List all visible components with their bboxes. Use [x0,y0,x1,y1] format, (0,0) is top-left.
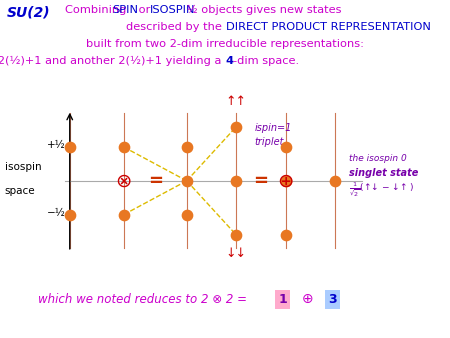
Point [282,178,289,184]
Text: singlet state: singlet state [349,168,418,178]
Text: which we noted reduces to 2 ⊗ 2 =: which we noted reduces to 2 ⊗ 2 = [38,293,251,306]
Text: triplet: triplet [254,137,284,147]
Text: ↑↑: ↑↑ [226,95,247,108]
Text: ↓↓: ↓↓ [226,247,247,260]
Text: $\frac{1}{\sqrt{2}}$(↑↓ − ↓↑ ): $\frac{1}{\sqrt{2}}$(↑↓ − ↓↑ ) [349,180,414,198]
Point [183,212,190,217]
Point [282,232,289,238]
Point [183,178,190,184]
Text: Combining: Combining [65,5,130,15]
Text: ⊕: ⊕ [278,171,294,190]
Text: =: = [148,172,163,190]
Point [120,212,127,217]
Text: or: or [135,5,154,15]
Point [183,144,190,150]
Point [282,144,289,150]
Text: +½: +½ [46,140,65,150]
Point [332,178,339,184]
Text: isospin: isospin [4,162,41,172]
Text: 1: 1 [278,293,287,306]
Text: 3: 3 [328,293,337,306]
Text: DIRECT PRODUCT REPRESENTATION: DIRECT PRODUCT REPRESENTATION [226,22,431,32]
Text: ⊕: ⊕ [302,292,313,306]
Text: ½ objects gives new states: ½ objects gives new states [183,5,342,15]
Text: space: space [4,186,35,196]
Text: =: = [253,172,269,190]
Text: SU(2): SU(2) [7,5,50,19]
Point [66,144,73,150]
Text: -dim space.: -dim space. [233,56,299,66]
Point [233,178,240,184]
Text: built from two 2-dim irreducible representations:: built from two 2-dim irreducible represe… [86,39,364,49]
Text: described by the: described by the [126,22,225,32]
Text: one 2(½)+1 and another 2(½)+1 yielding a: one 2(½)+1 and another 2(½)+1 yielding a [0,56,225,66]
Text: −½: −½ [46,208,65,218]
Point [66,212,73,217]
Text: ⊗: ⊗ [116,171,132,190]
Text: SPIN: SPIN [112,5,139,15]
Text: 4: 4 [226,56,234,66]
Point [233,232,240,238]
Point [233,124,240,129]
Text: the isospin 0: the isospin 0 [349,154,406,163]
Text: ISOSPIN: ISOSPIN [149,5,195,15]
Text: ispin=1: ispin=1 [254,123,292,134]
Point [120,144,127,150]
